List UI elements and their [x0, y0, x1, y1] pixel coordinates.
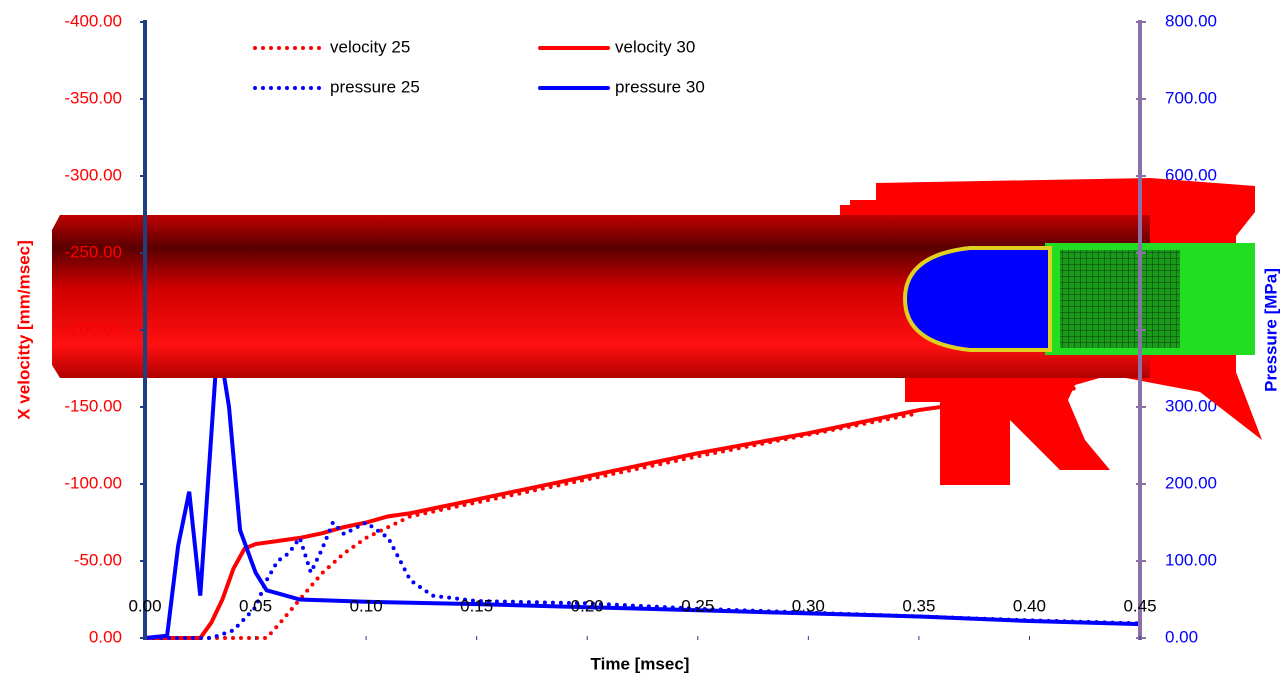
x-tick-label: 0.10 — [350, 596, 383, 615]
y2-axis-title: Pressure [MPa] — [1261, 268, 1280, 392]
y2-tick-label: 200.00 — [1165, 473, 1217, 492]
y-axis-title: X velocitty [mm/msec] — [14, 240, 33, 420]
x-tick-label: 0.40 — [1013, 596, 1046, 615]
y2-tick-label: 700.00 — [1165, 88, 1217, 107]
y-tick-label: -200.00 — [64, 319, 122, 338]
x-tick-label: 0.35 — [902, 596, 935, 615]
y2-tick-label: 800.00 — [1165, 11, 1217, 30]
y-tick-label: -150.00 — [64, 396, 122, 415]
x-tick-label: 0.20 — [571, 596, 604, 615]
y-tick-label: -300.00 — [64, 165, 122, 184]
x-tick-label: 0.25 — [681, 596, 714, 615]
y-tick-label: -400.00 — [64, 11, 122, 30]
x-tick-label: 0.30 — [792, 596, 825, 615]
y-tick-label: -50.00 — [74, 550, 122, 569]
y-tick-label: -250.00 — [64, 242, 122, 261]
legend-label: velocity 25 — [330, 37, 410, 56]
y2-tick-label: 300.00 — [1165, 396, 1217, 415]
series-line — [143, 411, 921, 640]
series-line — [143, 518, 1142, 640]
x-tick-label: 0.05 — [239, 596, 272, 615]
legend-label: pressure 30 — [615, 77, 705, 96]
x-tick-label: 0.45 — [1123, 596, 1156, 615]
gun-illustration — [52, 178, 1262, 485]
x-tick-label: 0.15 — [460, 596, 493, 615]
x-axis-title: Time [msec] — [591, 654, 690, 673]
y-tick-label: 0.00 — [89, 627, 122, 646]
legend-label: velocity 30 — [615, 37, 695, 56]
plot-area: 0.00100.00200.00300.00400.00500.00600.00… — [143, 11, 1217, 646]
x-tick-label: 0.00 — [128, 596, 161, 615]
y-tick-label: -100.00 — [64, 473, 122, 492]
legend-label: pressure 25 — [330, 77, 420, 96]
y2-tick-label: 100.00 — [1165, 550, 1217, 569]
y2-tick-label: 0.00 — [1165, 627, 1198, 646]
y2-tick-label: 600.00 — [1165, 165, 1217, 184]
y-tick-label: -350.00 — [64, 88, 122, 107]
series-line — [143, 337, 1142, 640]
